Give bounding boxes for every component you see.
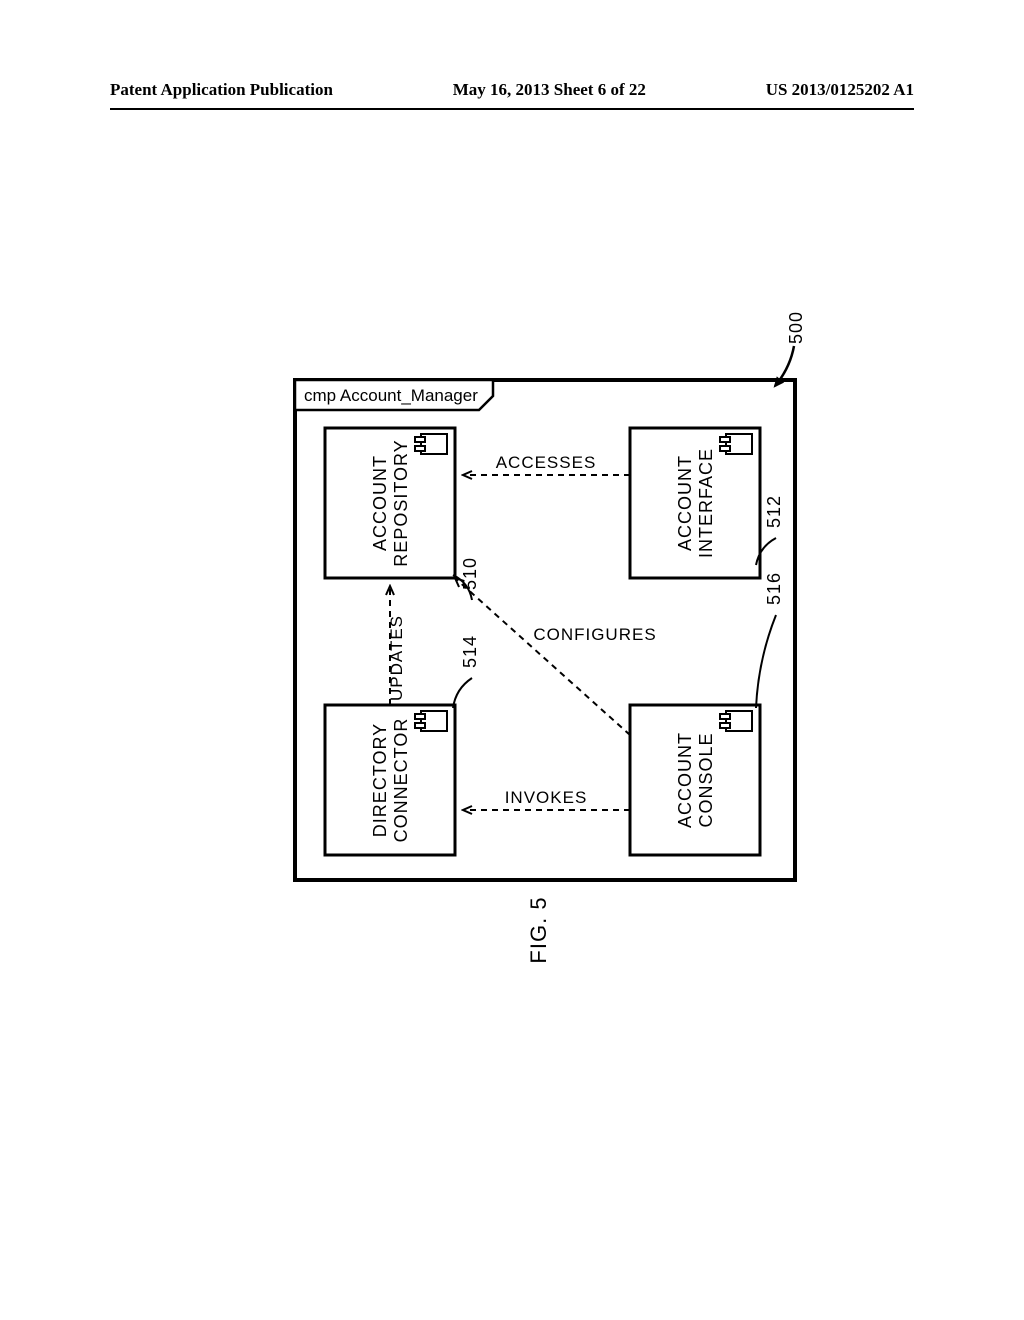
component-directory_connector: DIRECTORYCONNECTOR	[325, 705, 455, 855]
component-account_console: ACCOUNTCONSOLE	[630, 705, 760, 855]
ref-leader-516	[756, 615, 776, 708]
header-left: Patent Application Publication	[110, 80, 333, 100]
relation-configures	[455, 578, 630, 735]
relation-label-updates: UPDATES	[387, 615, 406, 701]
relation-label-accesses: ACCESSES	[496, 453, 597, 472]
component-label-account_repository: ACCOUNTREPOSITORY	[370, 439, 411, 566]
header-mid: May 16, 2013 Sheet 6 of 22	[453, 80, 646, 100]
component-label-account_interface: ACCOUNTINTERFACE	[675, 448, 716, 558]
ref-num-512: 512	[764, 495, 784, 528]
diagram-container: cmp Account_Manager ACCESSES CONFIGURES INV…	[100, 110, 924, 1210]
figure-label: FIG. 5	[526, 896, 551, 963]
ref-num-514: 514	[460, 635, 480, 668]
ref-num-510: 510	[460, 557, 480, 590]
frame-tab-label: cmp Account_Manager	[304, 386, 478, 405]
component-label-directory_connector: DIRECTORYCONNECTOR	[370, 718, 411, 843]
ref-num-516: 516	[764, 572, 784, 605]
page-header: Patent Application Publication May 16, 2…	[110, 80, 914, 100]
component-account_repository: ACCOUNTREPOSITORY	[325, 428, 455, 578]
component-label-account_console: ACCOUNTCONSOLE	[675, 732, 716, 828]
relation-label-invokes: INVOKES	[505, 788, 588, 807]
component-diagram: cmp Account_Manager ACCESSES CONFIGURES INV…	[100, 110, 924, 1210]
figure-ref-number: 500	[786, 311, 806, 344]
header-right: US 2013/0125202 A1	[766, 80, 914, 100]
component-account_interface: ACCOUNTINTERFACE	[630, 428, 760, 578]
relation-label-configures: CONFIGURES	[533, 625, 656, 644]
